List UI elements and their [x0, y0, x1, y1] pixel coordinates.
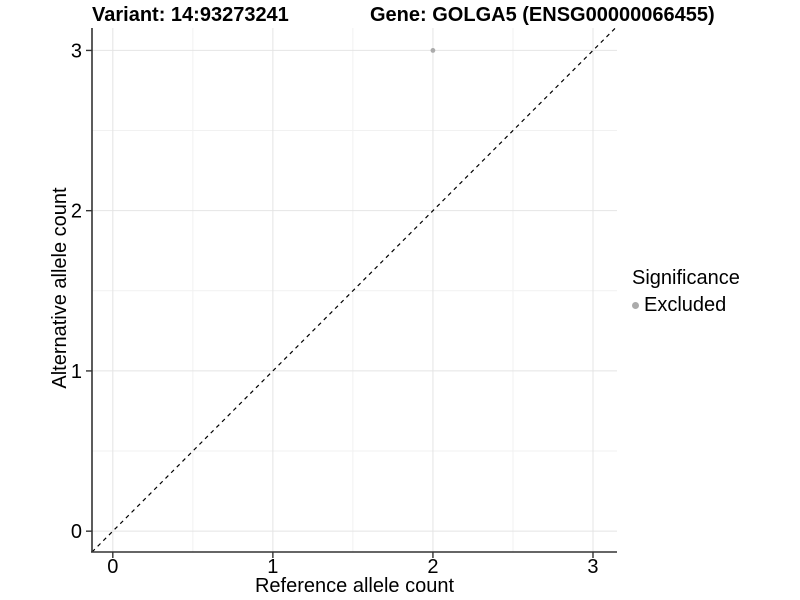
x-tick-label: 2	[427, 556, 438, 578]
y-axis-title: Alternative allele count	[49, 187, 71, 389]
plot-title-gene: Gene: GOLGA5 (ENSG00000066455)	[370, 4, 715, 26]
legend-title: Significance	[632, 267, 740, 289]
legend-item-excluded: Excluded	[632, 294, 740, 316]
x-tick-label: 0	[107, 556, 118, 578]
x-tick-label: 3	[587, 556, 598, 578]
y-tick-label: 1	[71, 361, 82, 383]
x-axis-title: Reference allele count	[254, 575, 454, 597]
plot-title-variant: Variant: 14:93273241	[92, 4, 289, 26]
data-point-excluded	[430, 48, 436, 53]
identity-line	[91, 27, 616, 553]
legend-point-icon	[632, 301, 639, 309]
legend-item-label: Excluded	[644, 294, 727, 316]
x-tick-label: 1	[267, 556, 278, 578]
y-tick-label: 3	[71, 40, 82, 62]
y-tick-label: 0	[71, 521, 82, 543]
y-tick-label: 2	[71, 201, 82, 223]
legend: Significance Excluded	[632, 266, 740, 316]
